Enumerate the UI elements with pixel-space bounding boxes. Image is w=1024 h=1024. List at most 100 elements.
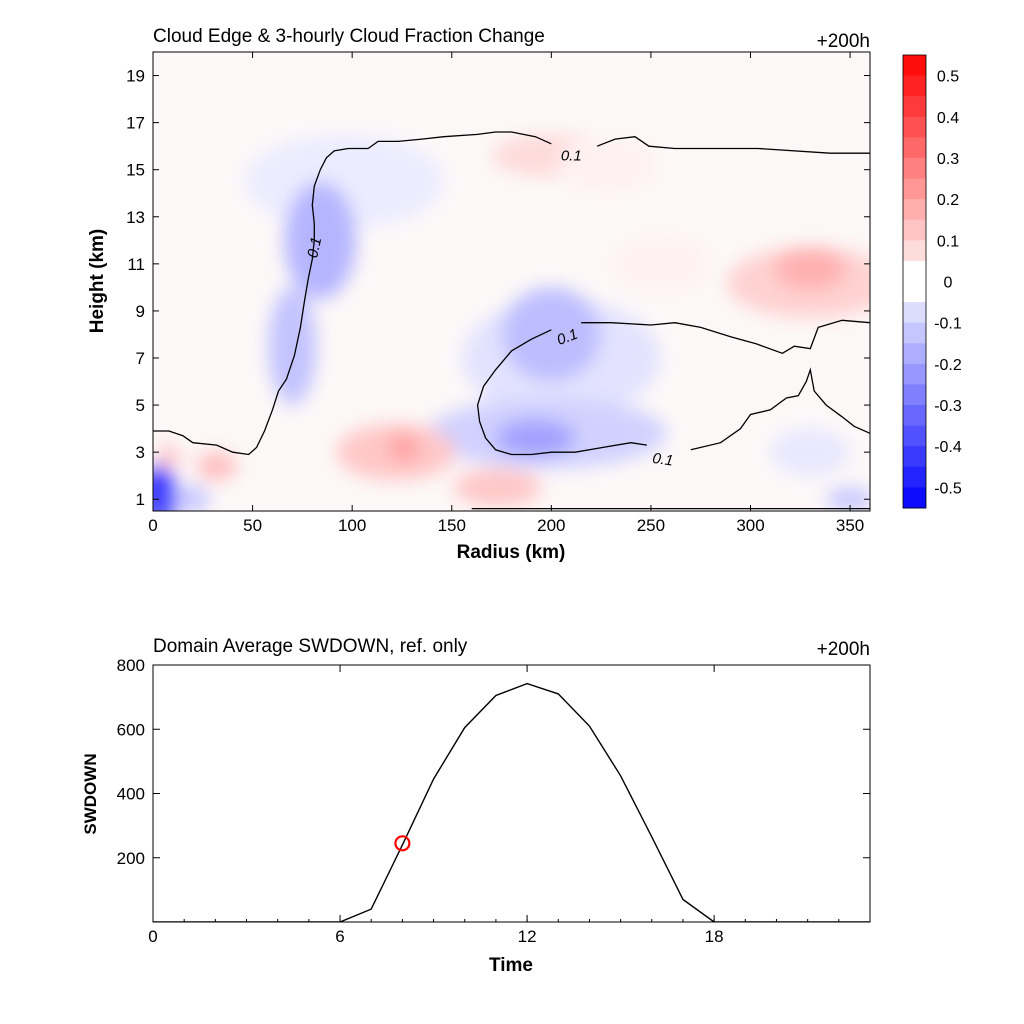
contour-panel: Cloud Edge & 3-hourly Cloud Fraction Cha…	[87, 26, 871, 563]
colorbar-swatch	[903, 281, 926, 303]
colorbar-swatch	[903, 219, 926, 241]
line-y-axis-label: SWDOWN	[81, 753, 100, 834]
x-tick-label: 350	[836, 516, 864, 535]
y-tick-label: 400	[117, 785, 145, 804]
anomaly-patch	[196, 452, 237, 481]
anomaly-patch	[495, 419, 576, 457]
colorbar-swatch	[903, 75, 926, 97]
anomaly-patch	[774, 247, 847, 290]
y-tick-label: 13	[126, 208, 145, 227]
colorbar-swatch	[903, 322, 926, 344]
colorbar: 0.5 0.4 0.3 0.2 0.1 0 -0.1 -0.2 -0.3 -0.4 -0.5	[902, 54, 962, 509]
y-tick-label: 9	[136, 302, 145, 321]
colorbar-swatch	[903, 260, 926, 282]
colorbar-tick-label: 0.4	[937, 110, 959, 127]
colorbar-swatch	[903, 157, 926, 180]
contour-line	[153, 131, 552, 456]
anomaly-patch	[453, 468, 542, 507]
contour-time-label: +200h	[817, 31, 870, 52]
line-chart-title: Domain Average SWDOWN, ref. only	[153, 636, 468, 657]
colorbar-tick-label: 0.5	[937, 69, 959, 86]
contour-label: 0.1	[304, 236, 325, 260]
colorbar-swatch	[903, 302, 926, 324]
x-tick-label: 200	[537, 516, 565, 535]
colorbar-tick-label: 0.1	[937, 233, 959, 250]
contour-y-axis-label: Height (km)	[87, 229, 108, 334]
y-tick-label: 17	[126, 114, 145, 133]
line-axes: 0 6 12 18 200 400 600 800	[117, 656, 871, 946]
y-tick-label: 3	[136, 443, 145, 462]
current-time-marker-group	[394, 835, 411, 852]
colorbar-tick-label: -0.5	[934, 480, 962, 497]
x-tick-label: 150	[438, 516, 466, 535]
line-x-axis-label: Time	[489, 955, 533, 976]
colorbar-swatch	[903, 178, 926, 200]
colorbar-swatch	[903, 55, 926, 77]
colorbar-swatches	[903, 55, 926, 509]
y-tick-label: 19	[126, 67, 145, 86]
y-tick-label: 200	[117, 849, 145, 868]
x-tick-label: 250	[637, 516, 665, 535]
colorbar-swatch	[903, 343, 926, 365]
contour-line	[476, 329, 647, 456]
contour-chart-title: Cloud Edge & 3-hourly Cloud Fraction Cha…	[153, 26, 545, 47]
contour-label: 0.1	[561, 148, 582, 165]
anomaly-patch	[611, 235, 711, 293]
colorbar-swatch	[903, 116, 926, 138]
contour-label: 0.1	[555, 326, 580, 349]
colorbar-swatch	[903, 425, 926, 447]
colorbar-swatch	[903, 363, 926, 385]
line-time-label: +200h	[817, 639, 870, 660]
contour-line	[581, 319, 870, 355]
swdown-series	[153, 682, 870, 922]
contour-plot-frame	[152, 51, 871, 512]
y-tick-label: 5	[136, 396, 145, 415]
x-tick-label: 300	[736, 516, 764, 535]
line-plot-frame	[152, 664, 871, 923]
colorbar-tick-label: 0.3	[937, 151, 959, 168]
y-tick-label: 7	[136, 349, 145, 368]
colorbar-swatch	[903, 405, 926, 427]
anomaly-patch	[176, 485, 209, 511]
colorbar-tick-label: 0	[944, 275, 953, 292]
x-tick-label: 18	[705, 927, 724, 946]
anomaly-patch	[156, 445, 181, 469]
x-tick-label: 0	[148, 516, 157, 535]
x-tick-label: 12	[518, 927, 537, 946]
current-time-marker	[394, 835, 411, 852]
contour-label: 0.1	[651, 450, 674, 470]
swdown-line	[153, 682, 870, 922]
anomaly-patch	[826, 487, 870, 511]
colorbar-swatch	[903, 384, 926, 406]
x-tick-label: 50	[243, 516, 262, 535]
x-tick-label: 6	[335, 927, 344, 946]
y-tick-label: 1	[136, 490, 145, 509]
anomaly-patch	[284, 181, 357, 300]
contour-line	[596, 136, 870, 154]
anomaly-patch	[153, 463, 177, 511]
colorbar-tick-label: -0.4	[934, 439, 962, 456]
colorbar-tick-label: -0.3	[934, 398, 962, 415]
colorbar-swatch	[903, 446, 926, 468]
colorbar-ticks: 0.5 0.4 0.3 0.2 0.1 0 -0.1 -0.2 -0.3 -0.4 -0.5	[934, 69, 962, 498]
y-tick-label: 15	[126, 161, 145, 180]
anomaly-patch	[268, 287, 317, 406]
y-tick-label: 800	[117, 656, 145, 675]
contour-line	[690, 367, 870, 451]
colorbar-frame	[902, 54, 927, 509]
colorbar-swatch	[903, 487, 926, 509]
anomaly-patch	[501, 287, 602, 382]
colorbar-swatch	[903, 137, 926, 159]
colorbar-tick-label: 0.2	[937, 192, 959, 209]
colorbar-tick-label: -0.1	[934, 316, 962, 333]
colorbar-swatch	[903, 199, 926, 221]
colorbar-tick-label: -0.2	[934, 357, 962, 374]
y-tick-label: 600	[117, 720, 145, 739]
anomaly-patch	[153, 473, 161, 502]
anomaly-patch	[388, 433, 420, 462]
line-panel: Domain Average SWDOWN, ref. only +200h 0…	[81, 636, 871, 976]
contour-labels: 0.1 0.1 0.1 0.1	[304, 148, 674, 470]
x-tick-label: 0	[148, 927, 157, 946]
